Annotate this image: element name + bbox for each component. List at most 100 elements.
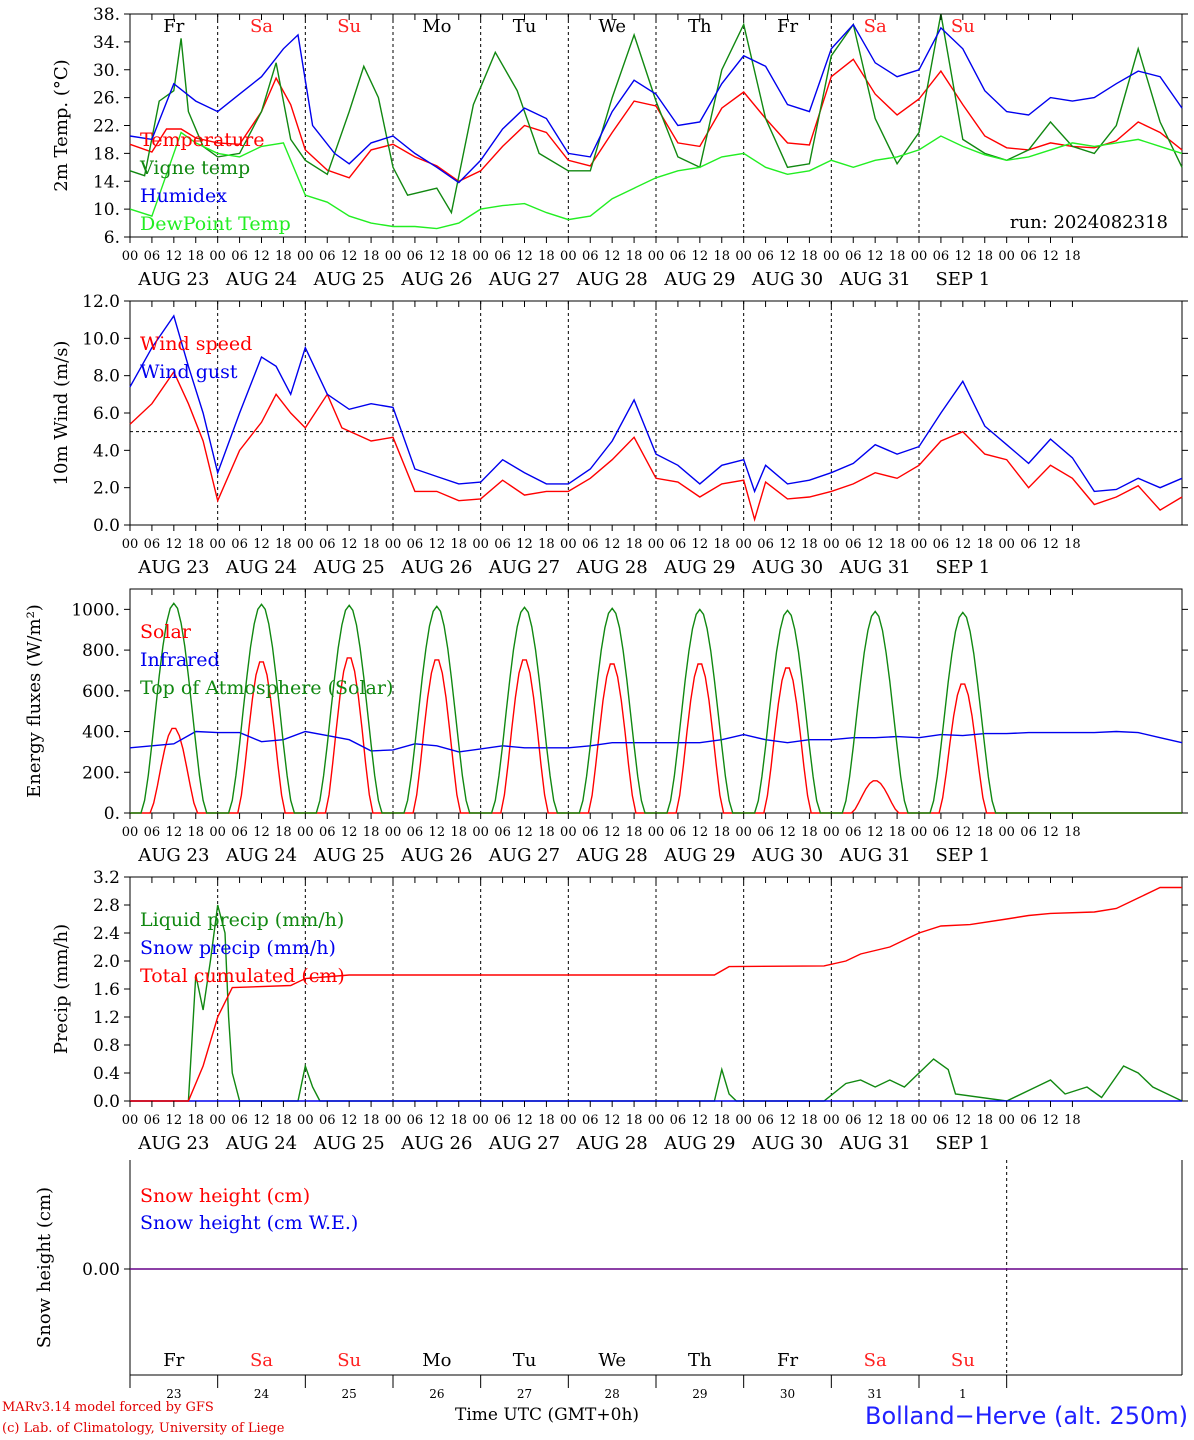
hour-tick-label: 00 [911,825,928,840]
date-label: SEP 1 [935,269,990,290]
y-tick-label: 3.2 [93,868,120,888]
hour-tick-label: 06 [407,537,424,552]
hour-tick-label: 18 [538,825,555,840]
hour-tick-label: 00 [911,1113,928,1128]
y-tick-label: 2.0 [93,952,120,972]
date-label: AUG 24 [225,1133,297,1154]
hour-tick-label: 12 [253,1113,270,1128]
panel-2-frame [129,300,1183,526]
y-tick-label: 0.00 [82,1260,120,1280]
date-label: AUG 30 [751,845,823,866]
hour-tick-label: 00 [472,537,489,552]
hour-tick-label: 00 [648,1113,665,1128]
weekday-label-bottom: Sa [250,1350,273,1371]
y-tick-label: 200. [82,763,120,783]
y-tick-label: 0.0 [93,516,120,536]
day-number-label: 27 [517,1387,532,1401]
hour-tick-label: 18 [275,825,292,840]
hour-tick-label: 18 [1064,537,1081,552]
y-axis-label: 10m Wind (m/s) [51,341,72,486]
legend-snow-height-cm-w-e-: Snow height (cm W.E.) [140,1212,358,1234]
hour-tick-label: 18 [538,249,555,264]
hour-tick-label: 00 [911,249,928,264]
date-label: AUG 24 [225,845,297,866]
weekday-label-bottom: Fr [163,1350,184,1371]
day-number-label: 24 [254,1387,270,1401]
hour-tick-label: 18 [363,1113,380,1128]
hour-tick-label: 12 [779,537,796,552]
y-tick-label: 38. [93,5,120,25]
weekday-label-bottom: Tu [513,1350,537,1371]
y-tick-label: 8.0 [93,367,120,387]
hour-tick-label: 18 [363,249,380,264]
hour-tick-label: 18 [450,249,467,264]
hour-tick-label: 06 [319,1113,336,1128]
series-temperature [129,58,1183,183]
hour-tick-label: 18 [626,825,643,840]
hour-tick-label: 00 [297,825,314,840]
series-infrared [129,730,1183,753]
hour-tick-label: 18 [450,825,467,840]
hour-tick-label: 00 [648,249,665,264]
y-tick-label: 1.2 [93,1008,120,1028]
weekday-label-top: Sa [250,16,273,37]
hour-tick-label: 00 [297,537,314,552]
credit-line-1: MARv3.14 model forced by GFS [2,1400,214,1415]
weekday-label-top: Mo [422,16,451,37]
date-label: AUG 26 [400,845,472,866]
hour-tick-label: 12 [867,537,884,552]
hour-tick-label: 00 [735,825,752,840]
hour-tick-label: 18 [713,1113,730,1128]
hour-tick-label: 00 [823,537,840,552]
hour-tick-label: 06 [582,249,599,264]
date-label: AUG 27 [488,1133,560,1154]
legend-humidex: Humidex [140,185,227,207]
hour-tick-label: 18 [889,537,906,552]
series-dewpoint-temp [129,131,1183,230]
hour-tick-label: 12 [253,825,270,840]
hour-tick-label: 18 [976,1113,993,1128]
date-label: AUG 29 [663,557,735,578]
date-label: AUG 28 [576,1133,648,1154]
hour-tick-label: 18 [889,825,906,840]
hour-tick-label: 06 [144,825,161,840]
day-number-label: 23 [166,1387,181,1401]
hour-tick-label: 12 [341,249,358,264]
hour-tick-label: 12 [604,1113,621,1128]
date-label: AUG 25 [313,557,385,578]
date-label: AUG 25 [313,269,385,290]
weekday-label-bottom: Fr [777,1350,798,1371]
hour-tick-label: 12 [516,825,533,840]
hour-tick-label: 00 [735,1113,752,1128]
date-label: AUG 27 [488,845,560,866]
hour-tick-label: 00 [472,1113,489,1128]
hour-tick-label: 12 [1042,537,1059,552]
hour-tick-label: 06 [933,825,950,840]
series-wind-speed [129,370,1183,522]
hour-tick-label: 06 [757,249,774,264]
weekday-label-top: Sa [864,16,887,37]
hour-tick-label: 00 [385,825,402,840]
hour-tick-label: 06 [670,825,687,840]
hour-tick-label: 00 [297,1113,314,1128]
legend-total-cumulated-cm-: Total cumulated (cm) [140,965,345,987]
hour-tick-label: 00 [209,1113,226,1128]
y-tick-label: 34. [93,33,120,53]
hour-tick-label: 00 [735,537,752,552]
hour-tick-label: 18 [187,537,204,552]
hour-tick-label: 00 [560,825,577,840]
date-label: AUG 26 [400,269,472,290]
legend-dewpoint-temp: DewPoint Temp [140,213,291,235]
hour-tick-label: 18 [275,537,292,552]
date-label: AUG 28 [576,269,648,290]
hour-tick-label: 06 [407,249,424,264]
hour-tick-label: 18 [450,1113,467,1128]
day-number-label: 31 [868,1387,883,1401]
hour-tick-label: 18 [538,537,555,552]
weekday-label-top: Su [337,16,361,37]
hour-tick-label: 12 [341,825,358,840]
date-label: AUG 29 [663,845,735,866]
legend-snow-height-cm-: Snow height (cm) [140,1185,310,1207]
series-humidex [129,23,1183,184]
weekday-label-top: Fr [777,16,798,37]
